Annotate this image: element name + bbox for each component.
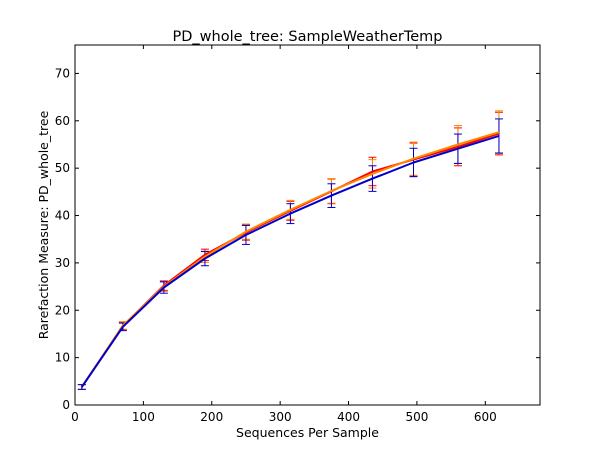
y-tick-label: 50 (55, 161, 70, 175)
y-tick-label: 40 (55, 209, 70, 223)
series-lines (80, 131, 500, 388)
y-tick-label: 30 (55, 256, 70, 270)
x-tick-label: 500 (405, 410, 428, 424)
x-tick-label: 600 (474, 410, 497, 424)
y-axis-label: Rarefaction Measure: PD_whole_tree (36, 110, 51, 339)
error-bars (77, 110, 503, 390)
series-line-3 (80, 134, 500, 388)
axis-ticks: 0 100 200 300 400 500 600 0 10 20 30 40 50 60 70 (55, 45, 540, 424)
y-tick-label: 0 (62, 398, 70, 412)
y-tick-label: 60 (55, 114, 70, 128)
x-tick-label: 200 (200, 410, 223, 424)
x-tick-label: 0 (71, 410, 79, 424)
x-axis-label: Sequences Per Sample (236, 425, 379, 440)
plot-area (74, 44, 541, 406)
y-tick-label: 20 (55, 303, 70, 317)
chart-title: PD_whole_tree: SampleWeatherTemp (172, 29, 442, 45)
y-tick-label: 10 (55, 351, 70, 365)
x-tick-label: 100 (132, 410, 155, 424)
y-tick-label: 70 (55, 66, 70, 80)
x-tick-label: 300 (269, 410, 292, 424)
x-tick-label: 400 (337, 410, 360, 424)
